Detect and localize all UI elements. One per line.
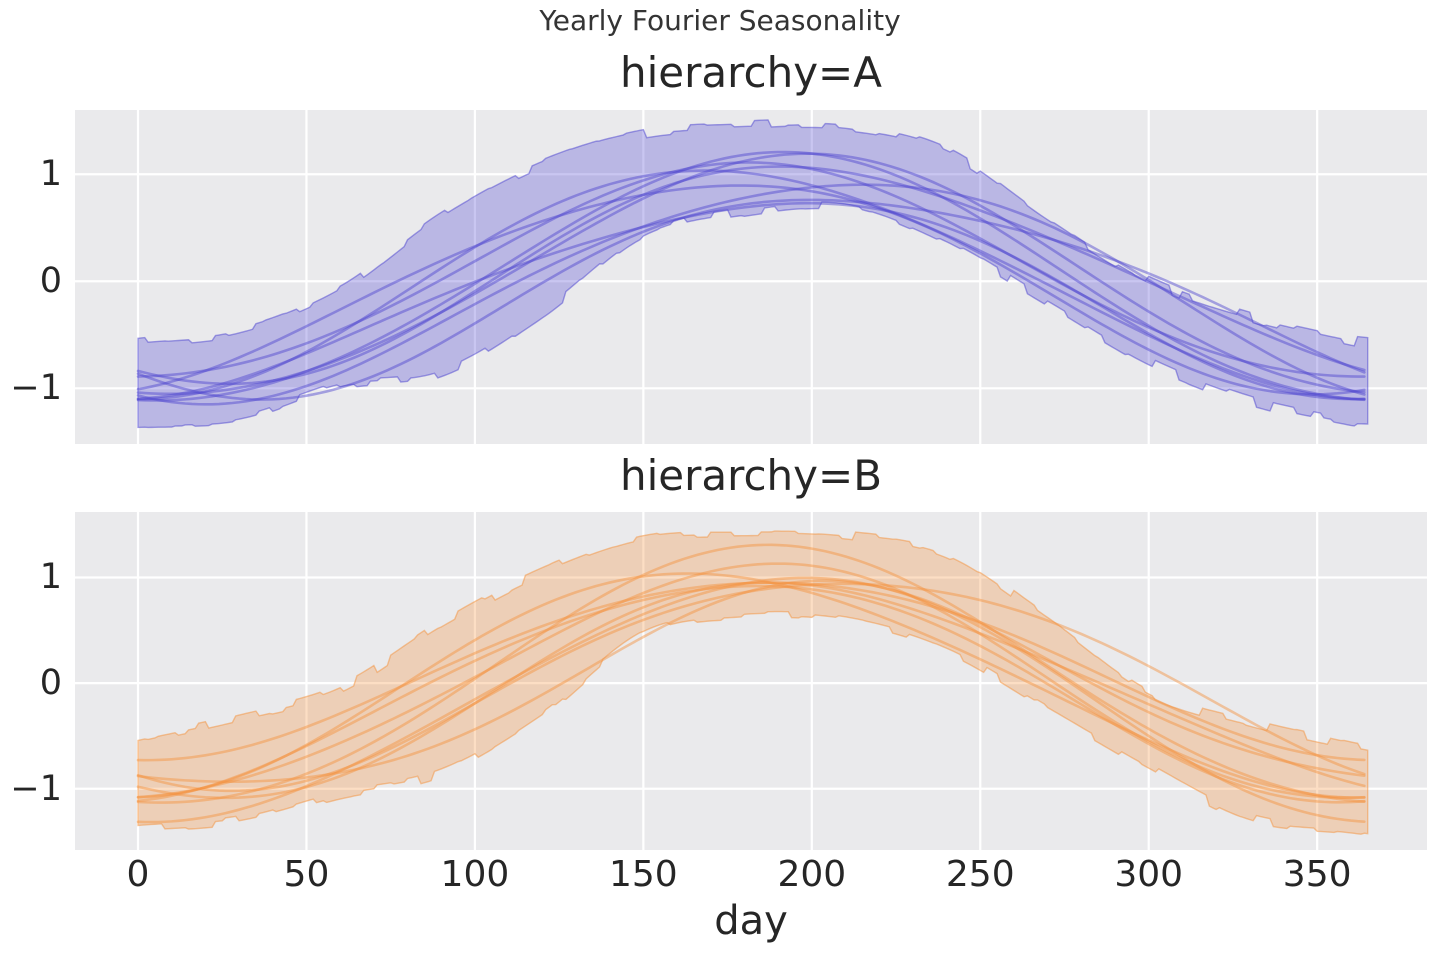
x-tick-label: 100 bbox=[440, 854, 510, 895]
subplot-b-title: hierarchy=B bbox=[619, 451, 883, 500]
sample-line bbox=[136, 201, 1366, 401]
sample-line bbox=[136, 152, 1366, 396]
x-tick-label: 350 bbox=[1282, 854, 1352, 895]
x-tick-label: 0 bbox=[126, 854, 150, 895]
sample-line bbox=[136, 576, 1366, 824]
subplot-a-title: hierarchy=A bbox=[620, 48, 882, 97]
chart-svg-a bbox=[75, 110, 1427, 444]
uncertainty-band-b bbox=[137, 530, 1369, 835]
sample-line bbox=[136, 165, 1366, 386]
y-tick-label: −1 bbox=[10, 768, 62, 809]
sample-line bbox=[136, 161, 1366, 378]
x-tick-label: 250 bbox=[945, 854, 1015, 895]
sample-line bbox=[136, 184, 1366, 396]
uncertainty-band-a bbox=[137, 119, 1369, 429]
y-tick-label: 1 bbox=[39, 154, 62, 195]
x-axis-label: day bbox=[714, 898, 788, 944]
y-tick-label: 0 bbox=[39, 261, 62, 302]
sample-line bbox=[136, 543, 1366, 804]
x-tick-label: 50 bbox=[283, 854, 330, 895]
sample-line bbox=[136, 579, 1366, 784]
x-tick-label: 150 bbox=[608, 854, 678, 895]
sample-line bbox=[136, 183, 1366, 406]
plot-area-hierarchy-b bbox=[75, 512, 1427, 850]
sample-line bbox=[136, 584, 1366, 804]
y-tick-label: −1 bbox=[10, 368, 62, 409]
plot-area-hierarchy-a bbox=[75, 110, 1427, 444]
y-tick-label: 1 bbox=[39, 557, 62, 598]
chart-svg-b bbox=[75, 512, 1427, 850]
sample-line bbox=[136, 572, 1366, 799]
sample-line bbox=[136, 581, 1366, 762]
x-tick-label: 300 bbox=[1114, 854, 1184, 895]
sample-line bbox=[136, 198, 1366, 401]
figure-title: Yearly Fourier Seasonality bbox=[539, 4, 901, 37]
x-tick-label: 200 bbox=[777, 854, 847, 895]
sample-line bbox=[136, 169, 1366, 401]
sample-line bbox=[136, 581, 1366, 800]
sample-line bbox=[136, 582, 1366, 793]
sample-line bbox=[136, 562, 1366, 800]
sample-line bbox=[136, 150, 1366, 402]
y-tick-label: 0 bbox=[39, 663, 62, 704]
